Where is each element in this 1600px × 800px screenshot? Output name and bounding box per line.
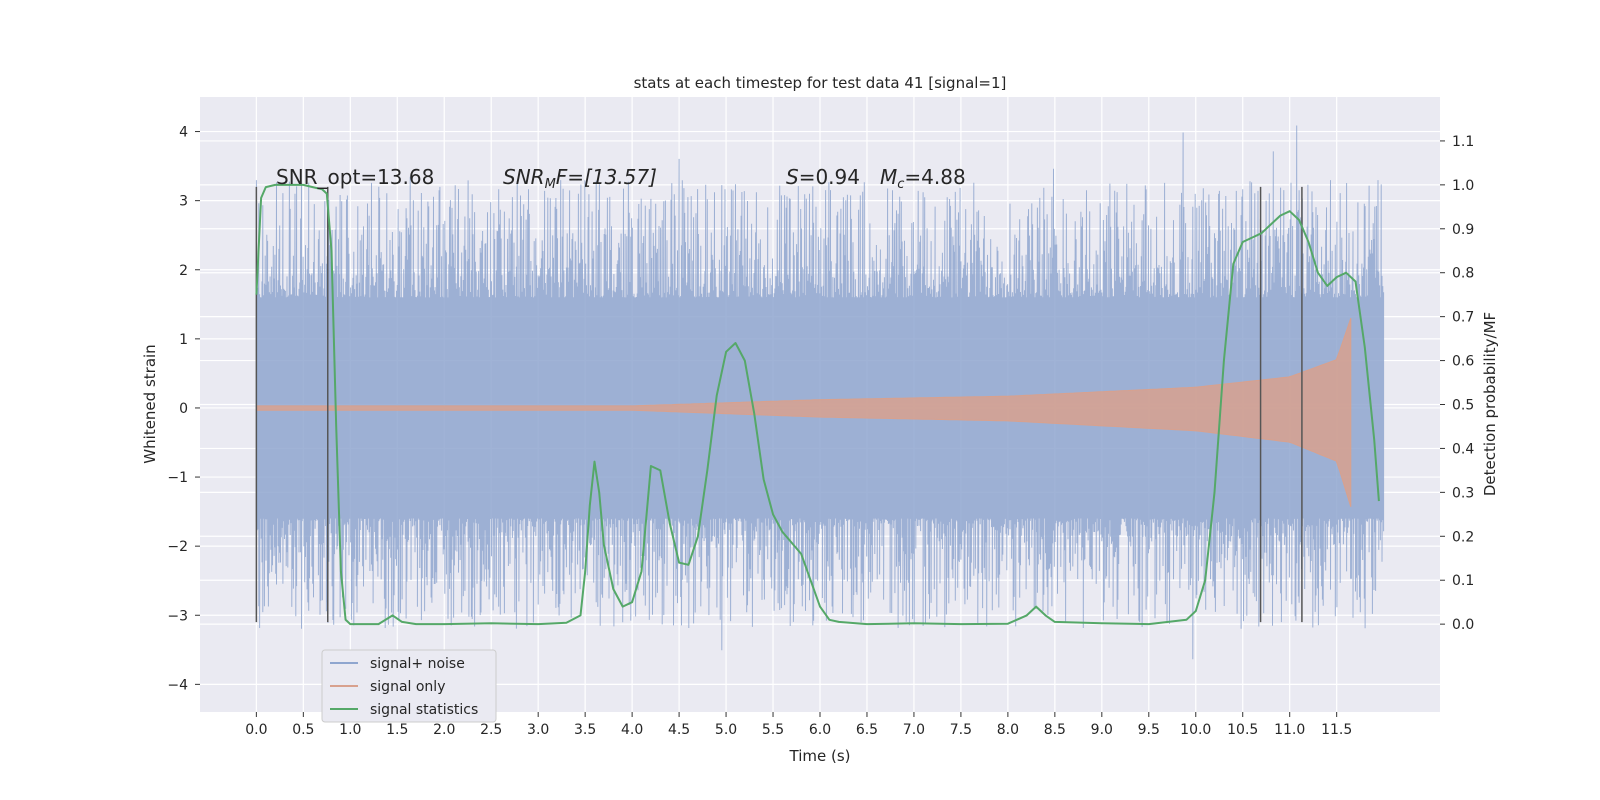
y-tick-label: −3 [167, 608, 188, 624]
annotation-mc-value: =4.88 [904, 165, 965, 189]
y2-tick-label: 1.0 [1452, 178, 1474, 194]
annotation-mc: Mc=4.88 [880, 165, 966, 192]
x-tick-label: 6.0 [809, 722, 831, 738]
x-tick-label: 0.5 [292, 722, 314, 738]
y-tick-label: −4 [167, 677, 188, 693]
y2-tick-label: 0.0 [1452, 617, 1474, 633]
x-tick-label: 8.5 [1044, 722, 1066, 738]
x-tick-label: 2.5 [480, 722, 502, 738]
x-tick-label: 0.0 [245, 722, 267, 738]
annotation-snr-mf-sub: M [545, 177, 556, 192]
chart-title: stats at each timestep for test data 41 … [634, 74, 1007, 92]
legend: signal+ noise signal only signal statist… [321, 649, 497, 723]
x-tick-label: 9.0 [1091, 722, 1113, 738]
y2-tick-label: 1.1 [1452, 134, 1474, 150]
x-tick-label: 5.5 [762, 722, 784, 738]
x-tick-label: 1.5 [386, 722, 408, 738]
series-signal-statistics [255, 183, 1380, 626]
y-tick-label: 1 [179, 332, 188, 348]
annotation-snr-mf: SNRMF=[13.57] [503, 165, 657, 192]
x-tick-label: 4.5 [668, 722, 690, 738]
y-tick-label: 0 [179, 401, 188, 417]
x-tick-label: 8.0 [997, 722, 1019, 738]
y-tick-label: 4 [179, 125, 188, 141]
legend-label-noise: signal+ noise [370, 656, 465, 672]
x-tick-label: 7.5 [950, 722, 972, 738]
y2-tick-label: 0.6 [1452, 354, 1474, 370]
legend-box [321, 649, 497, 723]
x-tick-label: 4.0 [621, 722, 643, 738]
annotation-snr-mf-label: SNR [503, 165, 545, 189]
x-tick-label: 2.0 [433, 722, 455, 738]
y2-tick-label: 0.1 [1452, 573, 1474, 589]
x-tick-label: 6.5 [856, 722, 878, 738]
y-tick-label: −2 [167, 539, 188, 555]
x-tick-label: 10.0 [1180, 722, 1211, 738]
legend-label-signal: signal only [370, 679, 445, 695]
x-tick-label: 11.5 [1321, 722, 1352, 738]
annotation-s-value: =0.94 [799, 165, 860, 189]
x-tick-label: 5.0 [715, 722, 737, 738]
series-signal-noise [255, 125, 1385, 660]
y-tick-label: 2 [179, 263, 188, 279]
y2-axis-label: Detection probability/MF [1481, 312, 1499, 496]
annotation-mc-sub: c [897, 177, 904, 192]
x-tick-label: 7.0 [903, 722, 925, 738]
y2-tick-label: 0.4 [1452, 441, 1474, 457]
x-tick-label: 11.0 [1274, 722, 1305, 738]
x-tick-label: 1.0 [339, 722, 361, 738]
y2-tick-label: 0.9 [1452, 222, 1474, 238]
x-tick-label: 10.5 [1227, 722, 1258, 738]
y-tick-label: −1 [167, 470, 188, 486]
y-tick-label: 3 [179, 194, 188, 210]
series-signal-only [255, 317, 1352, 507]
annotation-snr-opt: SNR_opt=13.68 [276, 165, 434, 189]
annotation-snr-mf-rest: F=[13.57] [556, 165, 657, 189]
x-tick-label: 3.5 [574, 722, 596, 738]
y2-tick-label: 0.8 [1452, 266, 1474, 282]
annotation-s: S=0.94 [786, 165, 860, 189]
y2-tick-label: 0.5 [1452, 398, 1474, 414]
legend-label-stat: signal statistics [370, 702, 478, 718]
x-tick-label: 3.0 [527, 722, 549, 738]
annotation-s-label: S [786, 165, 799, 189]
y2-tick-label: 0.7 [1452, 310, 1474, 326]
y2-tick-label: 0.3 [1452, 485, 1474, 501]
annotation-mc-label: M [880, 165, 897, 189]
y-axis-label: Whitened strain [141, 344, 159, 463]
x-tick-label: 9.5 [1138, 722, 1160, 738]
y2-tick-label: 0.2 [1452, 529, 1474, 545]
x-axis-label: Time (s) [789, 747, 851, 765]
